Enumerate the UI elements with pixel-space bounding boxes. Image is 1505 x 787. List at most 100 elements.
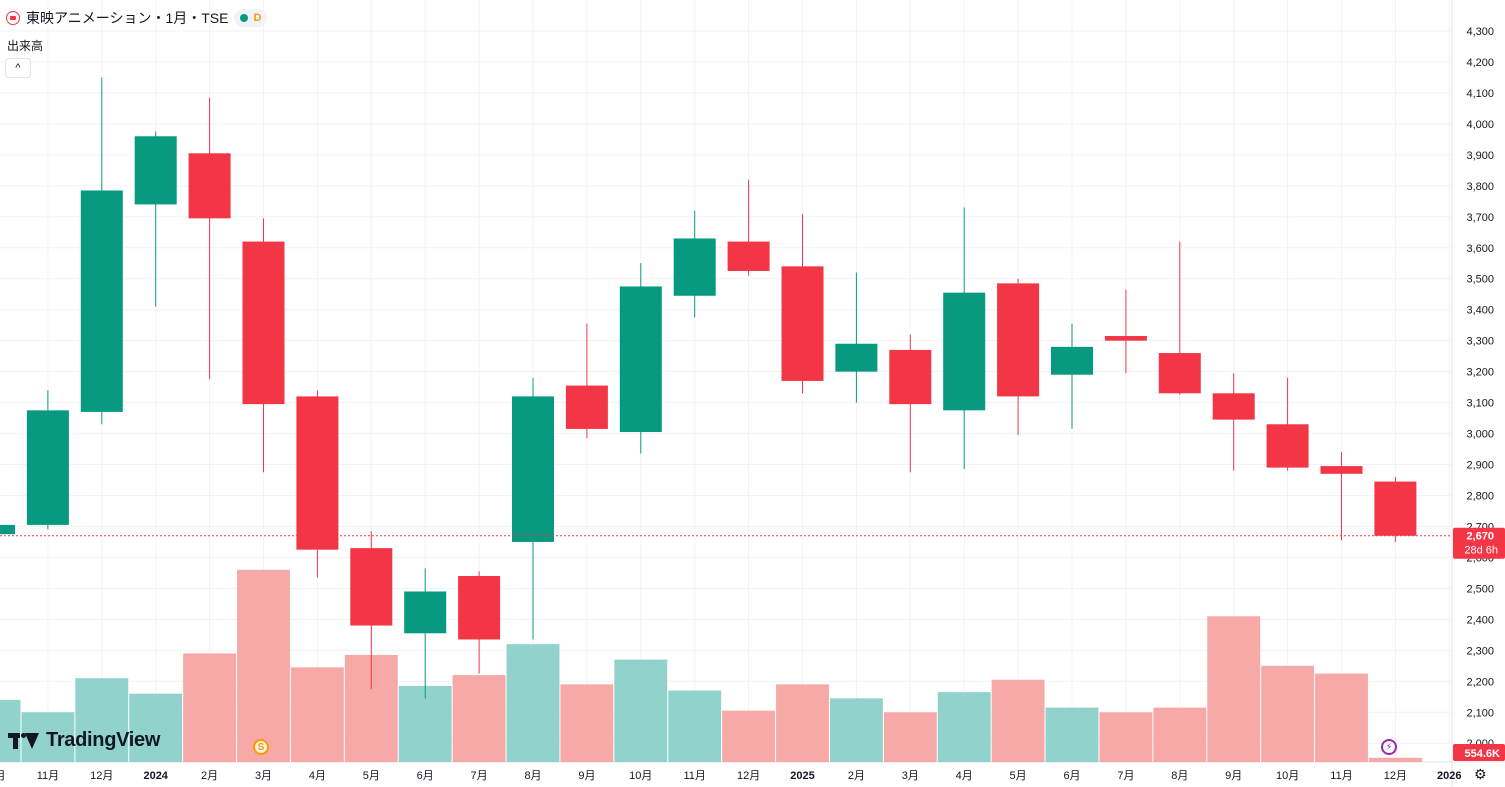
time-tick-label: 7月	[1117, 770, 1134, 782]
candle[interactable]	[134, 131, 177, 307]
candle[interactable]	[458, 571, 501, 674]
volume-value-tag	[1453, 744, 1505, 761]
time-tick-label: 2月	[201, 770, 218, 782]
time-tick-label: 9月	[578, 770, 595, 782]
volume-bar	[237, 569, 290, 762]
tradingview-logo[interactable]: TradingView	[8, 729, 160, 752]
market-status-icon	[240, 14, 249, 22]
time-tick-label: 6月	[417, 770, 434, 782]
candle[interactable]	[673, 210, 716, 318]
candle[interactable]	[1158, 241, 1201, 395]
volume-bar	[1261, 665, 1315, 762]
tradingview-logo-text: TradingView	[46, 729, 161, 751]
status-pill[interactable]: D	[234, 9, 268, 27]
volume-bar	[883, 712, 937, 762]
volume-bar	[290, 667, 344, 762]
dividend-event-icon[interactable]: S	[253, 739, 269, 755]
candle-body	[889, 349, 932, 405]
candle-body	[350, 548, 393, 626]
candle[interactable]	[1320, 452, 1363, 541]
candle-body	[1212, 393, 1255, 420]
volume-bar	[614, 659, 668, 762]
time-tick-label: 2024	[143, 770, 168, 782]
volume-bar	[183, 653, 237, 762]
candle[interactable]	[619, 263, 662, 454]
candle[interactable]	[781, 213, 824, 394]
candle-body	[673, 238, 716, 296]
volume-bar	[506, 644, 560, 762]
candle[interactable]	[997, 278, 1040, 436]
candle[interactable]	[80, 77, 123, 425]
candle[interactable]	[0, 523, 15, 537]
chevron-up-icon: ^	[15, 62, 21, 74]
candle-body	[458, 576, 501, 640]
candle-body	[565, 385, 608, 429]
time-tick-label: 11月	[1330, 770, 1352, 782]
volume-bar	[937, 692, 991, 762]
candle[interactable]	[404, 568, 447, 699]
candle-body	[296, 396, 339, 550]
time-tick-label: 11月	[37, 770, 59, 782]
candle-body	[1158, 353, 1201, 394]
candle[interactable]	[835, 272, 878, 403]
volume-bar	[75, 678, 129, 762]
volume-bar	[829, 698, 883, 762]
flash-event-icon[interactable]: ⚡	[1381, 739, 1397, 755]
volume-bar	[1315, 673, 1368, 762]
candle[interactable]	[943, 207, 986, 470]
price-tick-label: 4,100	[1466, 88, 1494, 100]
price-tick-label: 3,400	[1466, 305, 1494, 317]
bar-countdown: 28d 6h	[1464, 545, 1498, 557]
price-tick-label: 2,800	[1466, 490, 1494, 502]
candle[interactable]	[242, 218, 285, 473]
volume-indicator-label[interactable]: 出来高	[7, 39, 44, 53]
candle[interactable]	[26, 390, 69, 530]
candle[interactable]	[188, 97, 231, 380]
candle[interactable]	[350, 531, 393, 690]
symbol-title[interactable]: 東映アニメーション・1月・TSE	[26, 10, 229, 26]
candle-body	[619, 286, 662, 433]
candle-body	[242, 241, 285, 405]
price-tick-label: 3,700	[1466, 212, 1494, 224]
volume-bar	[1368, 757, 1422, 762]
candle-body	[781, 266, 824, 381]
gear-icon[interactable]: ⚙	[1474, 766, 1487, 782]
price-tick-label: 2,200	[1466, 676, 1494, 688]
time-tick-label: 7月	[471, 770, 488, 782]
candle[interactable]	[889, 334, 932, 473]
time-tick-label: 2025	[790, 770, 814, 782]
time-tick-label: 4月	[956, 770, 973, 782]
candle[interactable]	[296, 390, 339, 578]
candle-body	[404, 591, 447, 634]
candle-body	[188, 153, 231, 219]
price-tick-label: 2,900	[1466, 460, 1494, 472]
time-tick-label: 10月	[1276, 770, 1299, 782]
time-tick-label: 10月	[0, 770, 6, 782]
candle[interactable]	[1212, 373, 1255, 471]
candle-body	[80, 190, 123, 412]
collapse-button[interactable]: ^	[5, 58, 31, 78]
candle[interactable]	[565, 323, 608, 439]
candle[interactable]	[1051, 323, 1093, 429]
price-tick-label: 2,300	[1466, 645, 1494, 657]
candle[interactable]	[727, 179, 770, 276]
time-tick-label: 12月	[737, 770, 760, 782]
price-tick-label: 2,100	[1466, 707, 1494, 719]
volume-bar	[129, 693, 183, 762]
price-tick-label: 4,300	[1466, 26, 1494, 38]
time-tick-label: 10月	[629, 770, 652, 782]
last-price-value: 2,670	[1466, 531, 1494, 543]
price-tick-label: 3,100	[1466, 398, 1494, 410]
last-price-tag	[1453, 527, 1505, 559]
time-tick-label: 12月	[90, 770, 113, 782]
price-tick-label: 3,200	[1466, 367, 1494, 379]
candle[interactable]	[1104, 289, 1147, 374]
volume-bar	[1045, 707, 1099, 762]
candle-body	[727, 241, 770, 271]
candle[interactable]	[512, 377, 554, 640]
volume-bar	[1207, 616, 1261, 762]
candle-body	[1266, 424, 1309, 468]
candle[interactable]	[1374, 476, 1417, 542]
candle[interactable]	[1266, 377, 1309, 471]
